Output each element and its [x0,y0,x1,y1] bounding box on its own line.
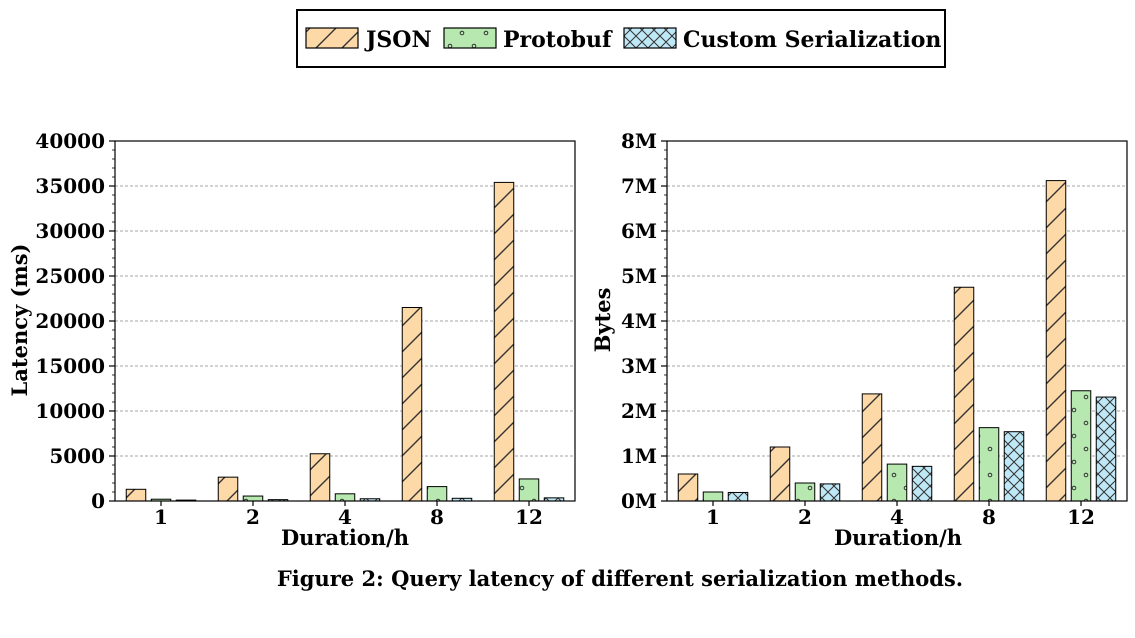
latency-y-tick-label: 15000 [35,354,105,378]
legend-frame [296,9,946,68]
latency-x-axis-label: Duration/h [281,525,409,550]
bytes-x-tick-label: 1 [706,505,720,529]
legend-label-protobuf: Protobuf [503,27,613,53]
latency-y-tick-label: 0 [91,489,105,513]
bytes-bar-protobuf-12 [1070,390,1092,502]
bytes-bar-custom-8 [1003,431,1025,502]
bytes-x-tick-label: 12 [1067,505,1095,529]
latency-y-tick-label: 10000 [35,399,105,423]
latency-bar-protobuf-12 [518,478,540,502]
figure-caption: Figure 2: Query latency of different ser… [277,566,963,591]
bytes-y-tick-label: 2M [621,399,657,423]
bytes-y-tick-label: 5M [621,264,657,288]
latency-bar-json-2 [217,476,239,502]
bytes-bar-custom-2 [819,483,841,502]
bytes-bar-json-8 [953,286,975,502]
latency-bar-json-4 [309,453,331,502]
latency-x-tick-label: 4 [338,505,352,529]
bytes-y-tick-label: 6M [621,219,657,243]
bytes-x-tick-label: 8 [982,505,996,529]
bytes-x-tick-label: 2 [798,505,812,529]
latency-y-tick-label: 5000 [49,444,105,468]
latency-x-tick-label: 1 [154,505,168,529]
bytes-bar-json-12 [1045,180,1067,502]
latency-bar-protobuf-2 [242,495,264,502]
legend-label-json: JSON [364,27,432,53]
bytes-plot-frame [666,140,1128,502]
legend: JSON Protobuf Custom Serialization [296,9,946,68]
bytes-bar-custom-4 [911,465,933,502]
bytes-bar-protobuf-4 [886,463,908,502]
bytes-bar-protobuf-2 [794,482,816,502]
bytes-y-tick-label: 1M [621,444,657,468]
legend-swatch-json [305,27,359,49]
bytes-x-tick-label: 4 [890,505,904,529]
bytes-x-axis-label: Duration/h [834,525,962,550]
legend-swatch-custom [623,27,677,49]
latency-y-tick-label: 40000 [35,129,105,153]
latency-chart: 0 5000 10000 15000 20000 25000 30000 35000 40000… [35,129,576,529]
latency-plot-frame [114,140,576,502]
bytes-y-axis-label: Bytes [590,288,615,353]
latency-y-tick-label: 35000 [35,174,105,198]
latency-bar-json-12 [493,181,515,502]
latency-x-tick-label: 2 [246,505,260,529]
latency-bar-protobuf-8 [426,486,448,502]
bytes-y-tick-label: 8M [621,129,657,153]
latency-y-tick-label: 30000 [35,219,105,243]
latency-y-tick-label: 25000 [35,264,105,288]
bytes-bar-custom-12 [1095,396,1117,502]
bytes-bar-protobuf-1 [702,491,724,502]
latency-y-tick-label: 20000 [35,309,105,333]
legend-label-custom: Custom Serialization [683,27,941,53]
bytes-y-tick-label: 0M [621,489,657,513]
bytes-bar-json-2 [769,446,791,502]
latency-x-tick-label: 8 [430,505,444,529]
latency-x-tick-label: 12 [515,505,543,529]
latency-bar-protobuf-4 [334,493,356,502]
bytes-bar-json-4 [861,393,883,502]
latency-bar-json-1 [125,488,147,502]
bytes-y-tick-label: 4M [621,309,657,333]
bytes-bar-protobuf-8 [978,427,1000,502]
bytes-y-tick-label: 7M [621,174,657,198]
latency-y-axis-label: Latency (ms) [7,244,32,397]
legend-swatch-protobuf [443,27,497,49]
bytes-bar-custom-1 [727,491,749,502]
bytes-bar-json-1 [677,473,699,502]
bytes-y-tick-label: 3M [621,354,657,378]
latency-bar-json-8 [401,307,423,502]
